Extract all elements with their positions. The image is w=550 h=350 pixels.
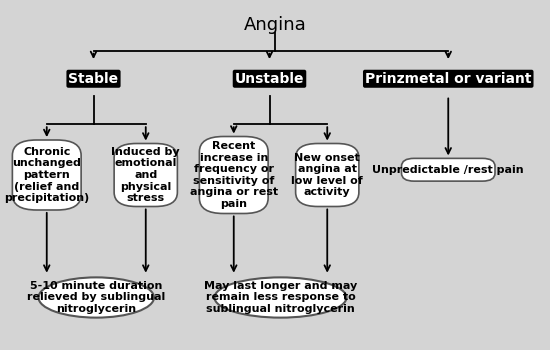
Text: Prinzmetal or variant: Prinzmetal or variant [365, 72, 531, 86]
FancyBboxPatch shape [402, 158, 495, 181]
Text: Unpredictable /rest pain: Unpredictable /rest pain [372, 165, 524, 175]
Text: Unstable: Unstable [235, 72, 304, 86]
FancyBboxPatch shape [114, 144, 177, 206]
Text: Recent
increase in
frequency or
sensitivity of
angina or rest
pain: Recent increase in frequency or sensitiv… [190, 141, 278, 209]
Ellipse shape [214, 277, 346, 318]
Text: May last longer and may
remain less response to
sublingual nitroglycerin: May last longer and may remain less resp… [204, 281, 357, 314]
Text: New onset
angina at
low level of
activity: New onset angina at low level of activit… [292, 153, 363, 197]
FancyBboxPatch shape [13, 140, 81, 210]
FancyBboxPatch shape [199, 136, 268, 214]
Text: Chronic
unchanged
pattern
(relief and
precipitation): Chronic unchanged pattern (relief and pr… [4, 147, 89, 203]
Ellipse shape [39, 277, 154, 318]
Text: 5-10 minute duration
relieved by sublingual
nitroglycerin: 5-10 minute duration relieved by subling… [27, 281, 166, 314]
Text: Angina: Angina [244, 15, 306, 34]
Text: Induced by
emotional
and
physical
stress: Induced by emotional and physical stress [112, 147, 180, 203]
FancyBboxPatch shape [296, 144, 359, 206]
Text: Stable: Stable [68, 72, 119, 86]
